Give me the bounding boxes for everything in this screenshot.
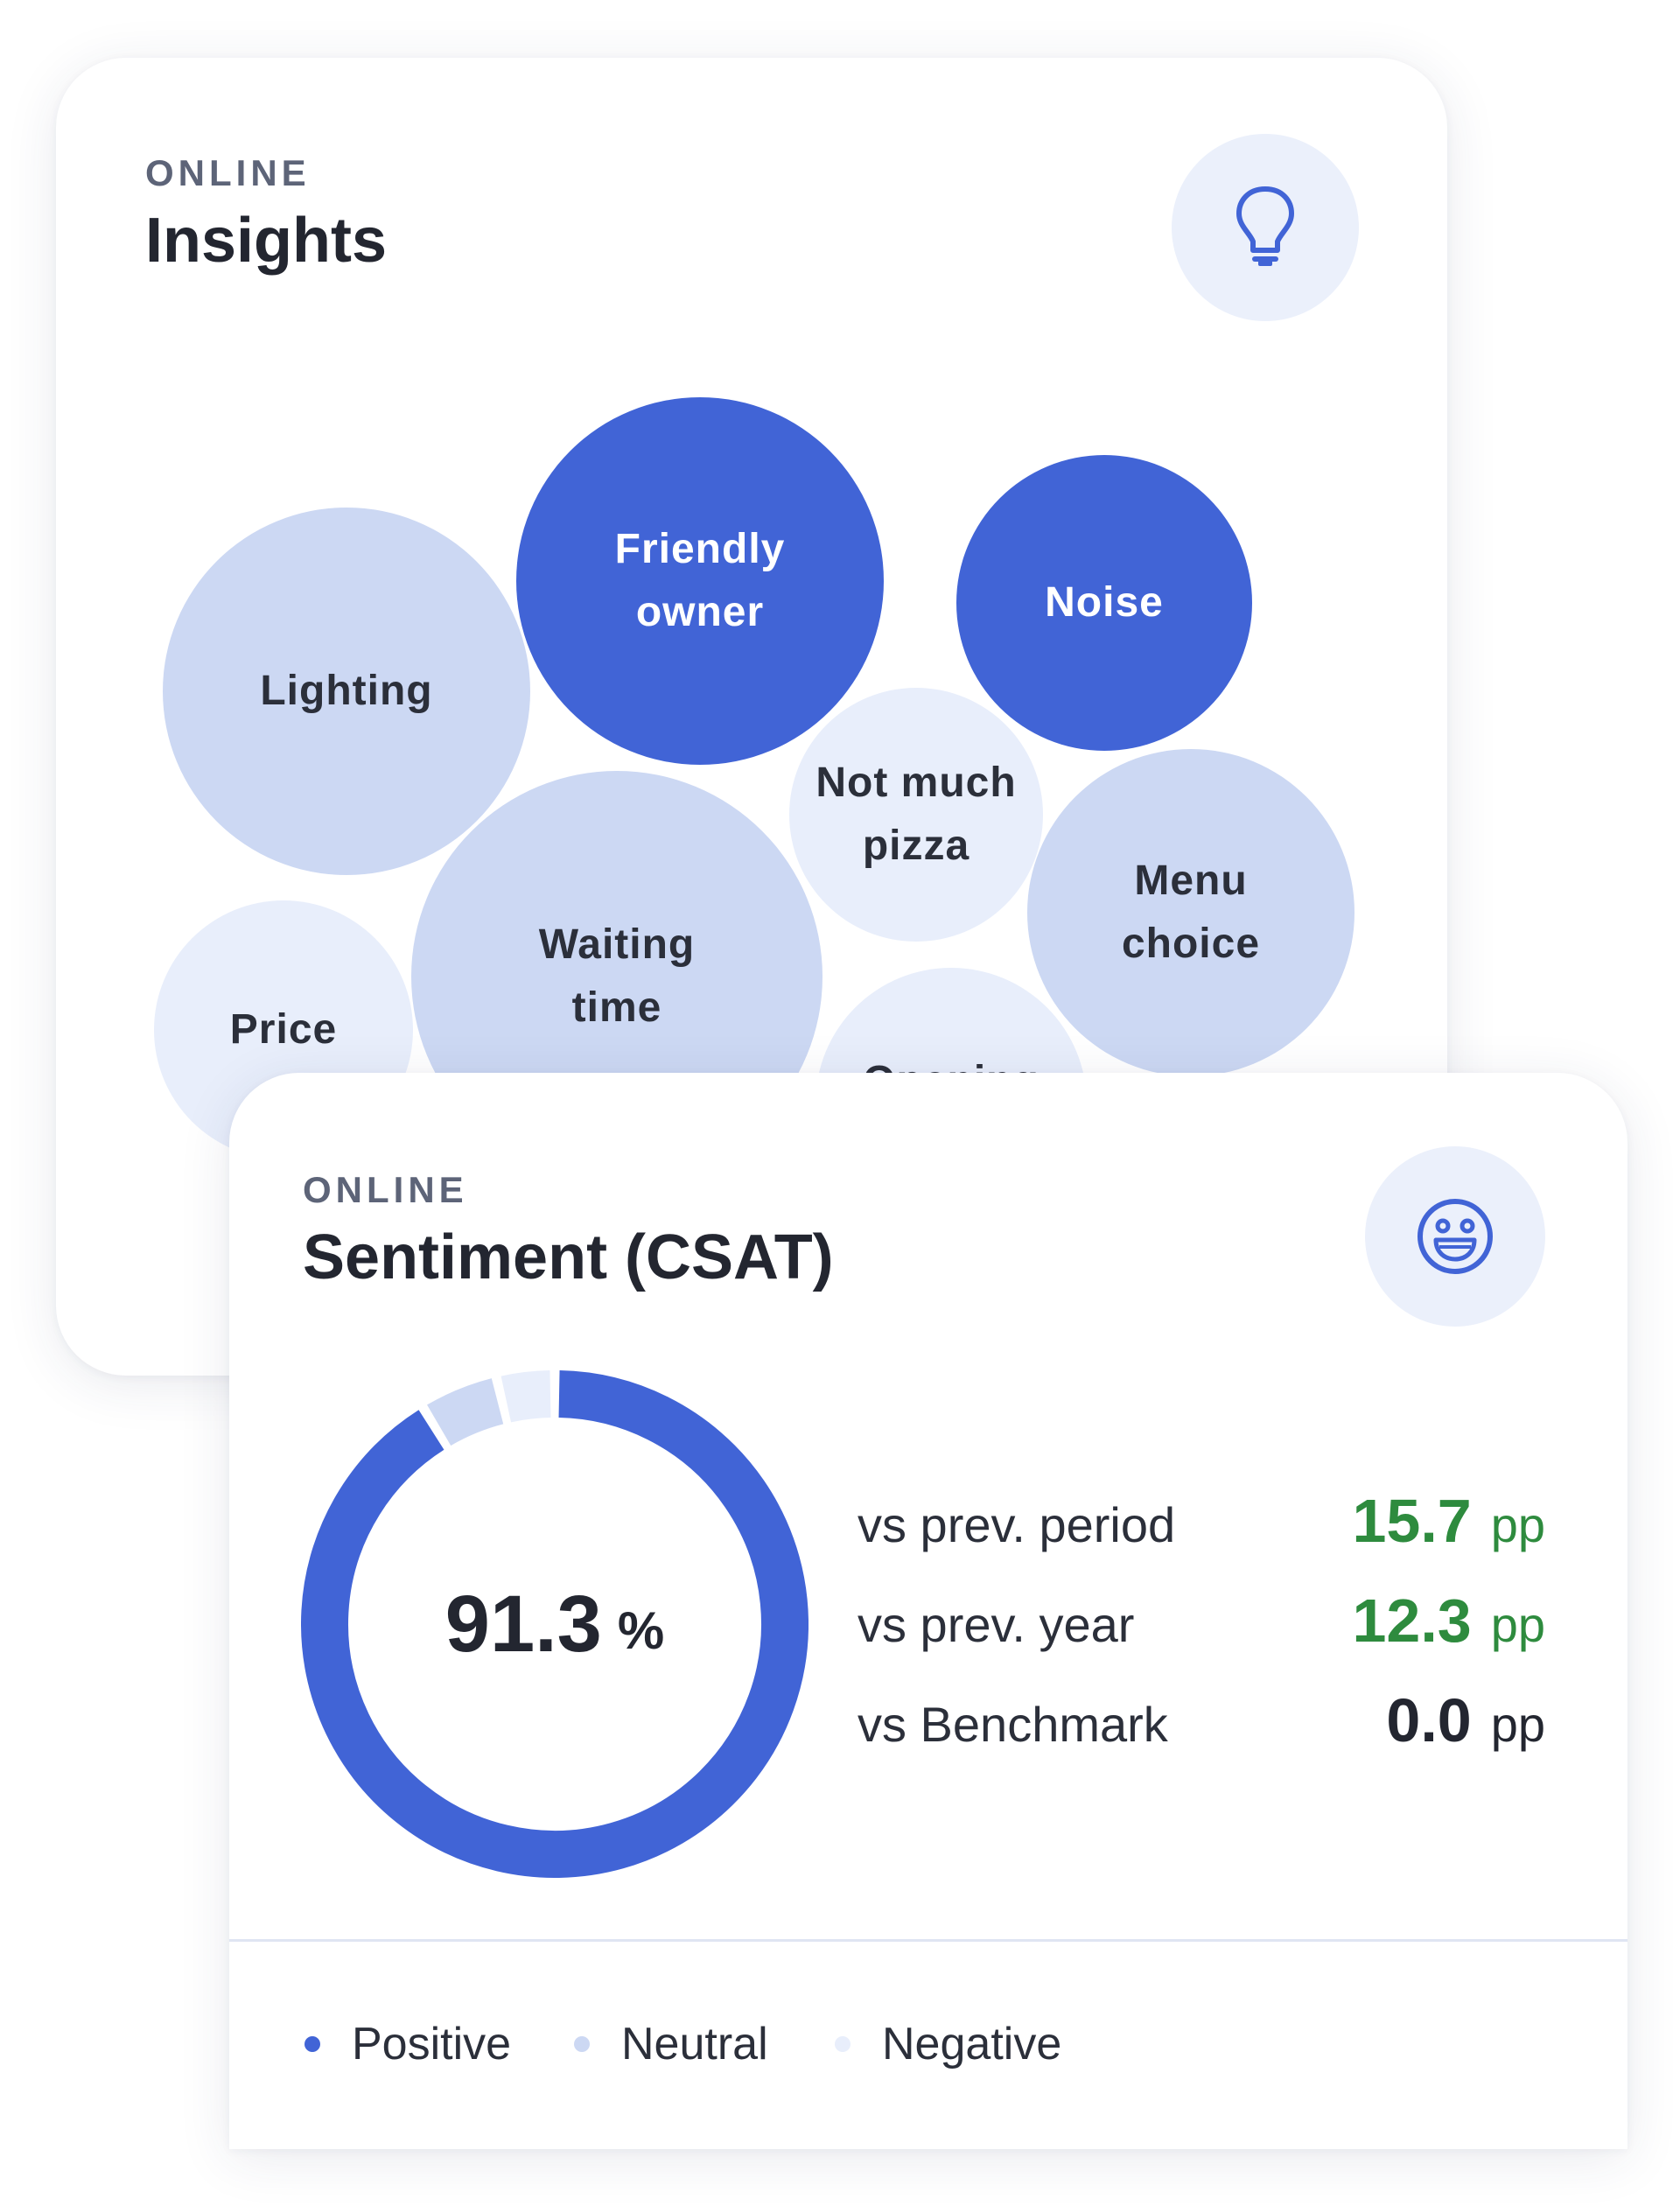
sentiment-card: ONLINE Sentiment (CSAT) 91.3 % vs prev. … [229,1073,1628,2149]
donut-slice-neutral [427,1378,504,1446]
donut-slice-negative [500,1370,552,1423]
legend-dot [574,2036,590,2052]
bubble-label: Waiting [538,921,696,968]
legend-dot [835,2036,850,2052]
legend-label: Negative [882,2019,1062,2069]
stat-label-benchmark: vs Benchmark [858,1697,1168,1752]
donut-slice-positive [301,1370,808,1878]
stat-number: 0.0 [1386,1686,1472,1754]
legend-label: Positive [352,2019,512,2069]
legend-item-neutral: Neutral [574,2018,768,2070]
legend-dot [304,2036,320,2052]
bubble-label: Menu [1134,858,1248,904]
bubble-label: Lighting [260,668,433,714]
stat-value-prev-period: 15.7 pp [1352,1486,1545,1556]
bubble-menu-choice[interactable]: Menu choice [1027,749,1354,1076]
bubble-label: Price [229,1006,338,1053]
bubble-label: choice [1121,921,1261,967]
stat-unit: pp [1490,1697,1545,1752]
csat-donut-chart [301,1370,808,1878]
smiley-face-icon [1418,1199,1493,1274]
bubble-lighting[interactable]: Lighting [163,508,530,875]
insights-eyebrow: ONLINE [145,152,311,193]
sentiment-eyebrow: ONLINE [303,1169,468,1210]
legend-label: Neutral [621,2019,768,2069]
csat-score-unit: % [617,1600,665,1660]
bubble-friendly-owner[interactable]: Friendly owner [516,397,884,765]
bubble-label: pizza [862,823,970,869]
legend-item-negative: Negative [835,2018,1061,2070]
stat-label-prev-year: vs prev. year [858,1597,1135,1652]
stat-number: 12.3 [1352,1586,1472,1655]
bubble-label: owner [635,589,765,635]
card-divider [229,1939,1628,1942]
bubble-label: time [571,984,662,1031]
sentiment-title: Sentiment (CSAT) [303,1222,834,1292]
insights-title: Insights [145,206,388,276]
donut-center: 91.3 % [301,1370,808,1878]
stat-label-prev-period: vs prev. period [858,1497,1176,1552]
stat-number: 15.7 [1352,1487,1472,1555]
stat-unit: pp [1490,1597,1545,1652]
bubble-label: Friendly [614,526,786,572]
sentiment-icon-button[interactable] [1365,1146,1545,1327]
legend-item-positive: Positive [304,2018,511,2070]
bubble-not-much-pizza[interactable]: Not much pizza [789,688,1043,942]
stat-unit: pp [1490,1497,1545,1552]
stat-value-prev-year: 12.3 pp [1352,1586,1545,1656]
stat-value-benchmark: 0.0 pp [1386,1685,1545,1755]
bubble-label: Noise [1045,579,1164,626]
bubble-label: Not much [816,760,1017,806]
csat-score-value: 91.3 [444,1579,602,1669]
insights-icon-button[interactable] [1172,134,1359,321]
bubble-noise[interactable]: Noise [956,455,1252,751]
lightbulb-icon [1236,186,1294,266]
